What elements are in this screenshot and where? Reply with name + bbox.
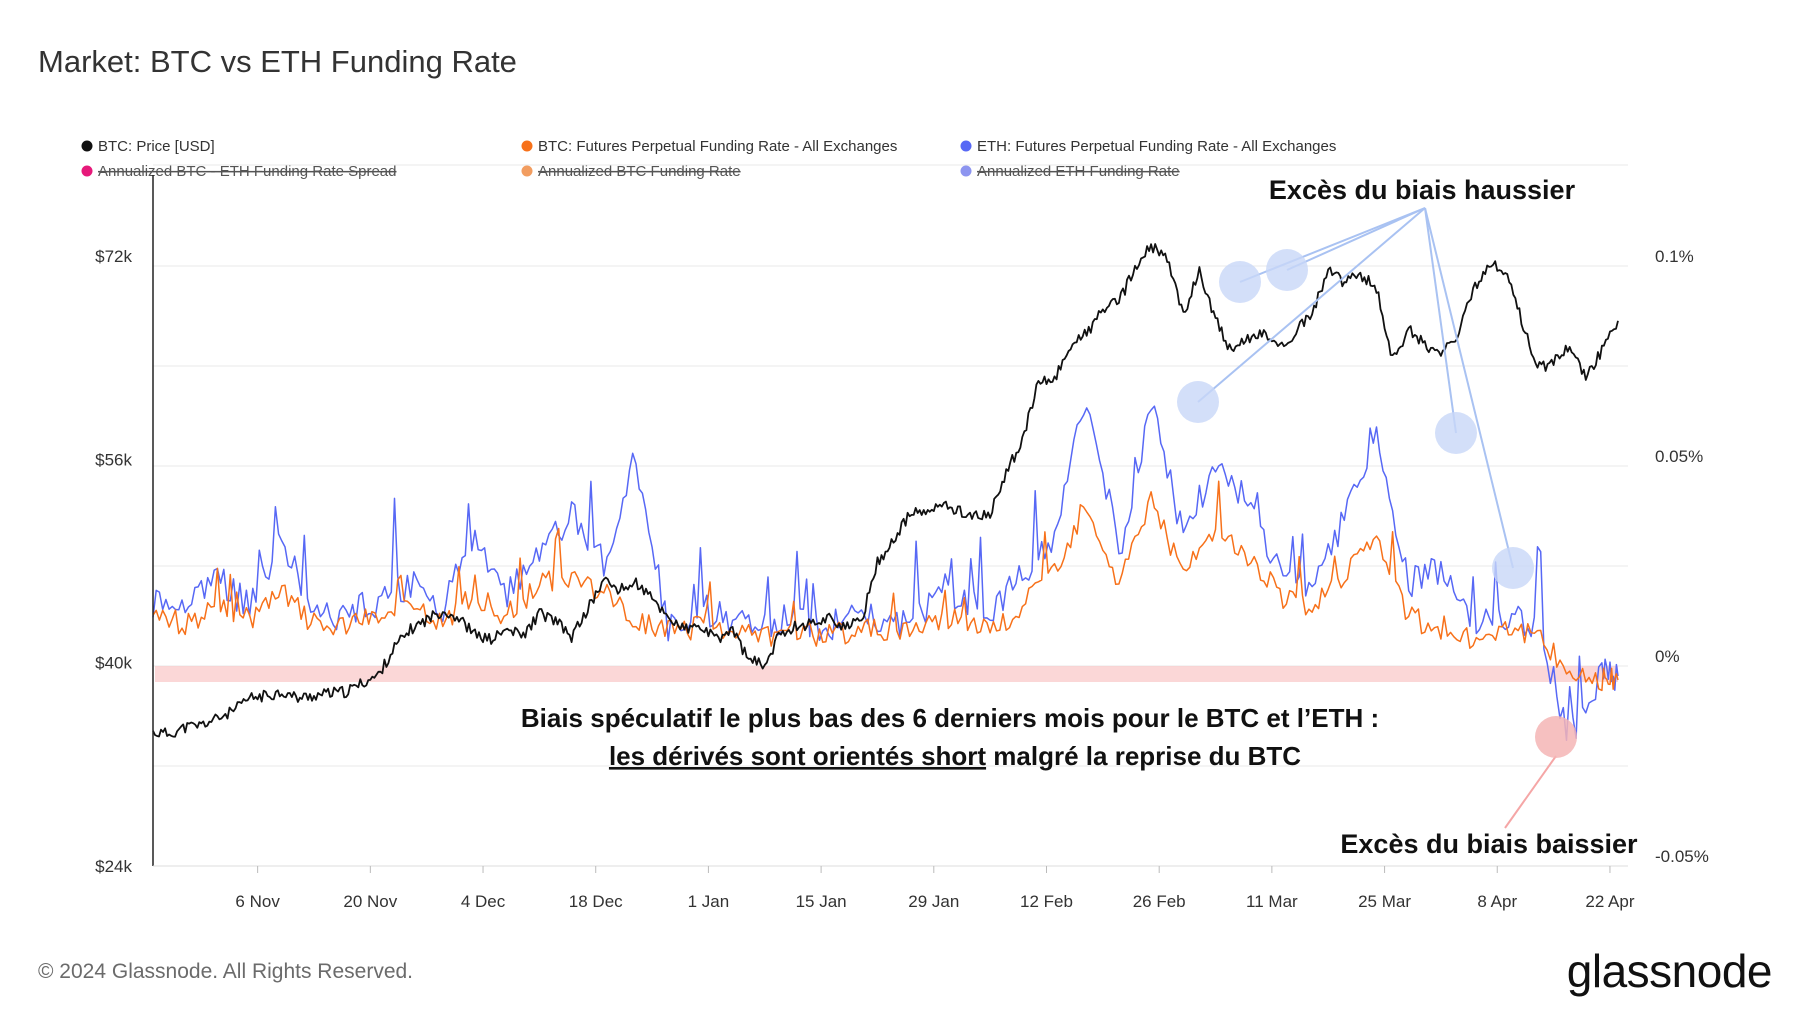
bull-marker-2 [1177, 381, 1219, 423]
x-tick-label: 29 Jan [908, 892, 959, 911]
legend-label-3: Annualized BTC - ETH Funding Rate Spread [98, 163, 396, 180]
series-line-2 [152, 405, 1619, 742]
legend-swatch-5 [960, 165, 972, 177]
legend-label-1: BTC: Futures Perpetual Funding Rate - Al… [538, 138, 897, 155]
annotation-rest: malgré la reprise du BTC [986, 741, 1301, 771]
glassnode-logo: glassnode [1566, 945, 1773, 997]
page-title: Market: BTC vs ETH Funding Rate [38, 44, 517, 79]
y-left-tick-label: $56k [95, 450, 132, 469]
legend-swatch-3 [81, 165, 93, 177]
low-bias-band [155, 666, 1618, 682]
bull-arrow-3 [1424, 207, 1457, 434]
x-tick-label: 6 Nov [235, 892, 280, 911]
bull-arrow-2 [1197, 207, 1426, 403]
legend-label-2: ETH: Futures Perpetual Funding Rate - Al… [977, 138, 1336, 155]
copyright-footer: © 2024 Glassnode. All Rights Reserved. [38, 960, 414, 983]
annotations: Excès du biais haussier Excès du biais ba… [521, 175, 1638, 859]
y-left-tick-label: $72k [95, 247, 132, 266]
x-tick-label: 20 Nov [343, 892, 397, 911]
legend-swatch-0 [81, 140, 93, 152]
bull-arrow-1 [1286, 207, 1426, 271]
annotation-main-line1: Biais spéculatif le plus bas des 6 derni… [521, 703, 1379, 733]
y-right-tick-label: 0% [1655, 647, 1680, 666]
y-right-tick-label: 0.05% [1655, 447, 1703, 466]
y-right-tick-label: 0.1% [1655, 247, 1694, 266]
bear-marker [1535, 716, 1577, 758]
bull-arrow-4 [1424, 207, 1514, 569]
x-tick-label: 26 Feb [1133, 892, 1186, 911]
x-tick-label: 25 Mar [1358, 892, 1411, 911]
bear-arrow [1504, 755, 1557, 829]
legend: BTC: Price [USD] BTC: Futures Perpetual F… [81, 138, 1336, 180]
bull-marker-0 [1219, 261, 1261, 303]
axes: $72k $56k $40k $24k 0.1% 0.05% 0% -0.05% 6 Nov 20… [95, 175, 1709, 911]
legend-swatch-1 [521, 140, 533, 152]
bull-marker-1 [1266, 249, 1308, 291]
legend-label-0: BTC: Price [USD] [98, 138, 215, 155]
bull-marker-4 [1492, 547, 1534, 589]
legend-label-5: Annualized ETH Funding Rate [977, 163, 1180, 180]
annotation-bearish: Excès du biais baissier [1340, 829, 1638, 859]
x-tick-label: 12 Feb [1020, 892, 1073, 911]
legend-label-4: Annualized BTC Funding Rate [538, 163, 741, 180]
series-line-0 [152, 243, 1619, 738]
x-tick-label: 4 Dec [461, 892, 506, 911]
annotation-bullish: Excès du biais haussier [1269, 175, 1576, 205]
annotation-underlined: les dérivés sont orientés short [609, 741, 986, 771]
x-tick-label: 18 Dec [569, 892, 623, 911]
callouts [1177, 207, 1577, 829]
x-tick-label: 8 Apr [1477, 892, 1517, 911]
legend-swatch-4 [521, 165, 533, 177]
y-right-tick-label: -0.05% [1655, 847, 1709, 866]
x-tick-label: 22 Apr [1585, 892, 1634, 911]
series-line-1 [152, 480, 1619, 692]
annotation-main-line2: les dérivés sont orientés short malgré l… [609, 741, 1301, 771]
x-tick-label: 15 Jan [796, 892, 847, 911]
y-left-tick-label: $40k [95, 654, 132, 673]
plot-lines [152, 243, 1619, 742]
x-tick-label: 11 Mar [1246, 892, 1298, 911]
bull-marker-3 [1435, 412, 1477, 454]
x-tick-label: 1 Jan [688, 892, 730, 911]
legend-swatch-2 [960, 140, 972, 152]
y-left-tick-label: $24k [95, 857, 132, 876]
